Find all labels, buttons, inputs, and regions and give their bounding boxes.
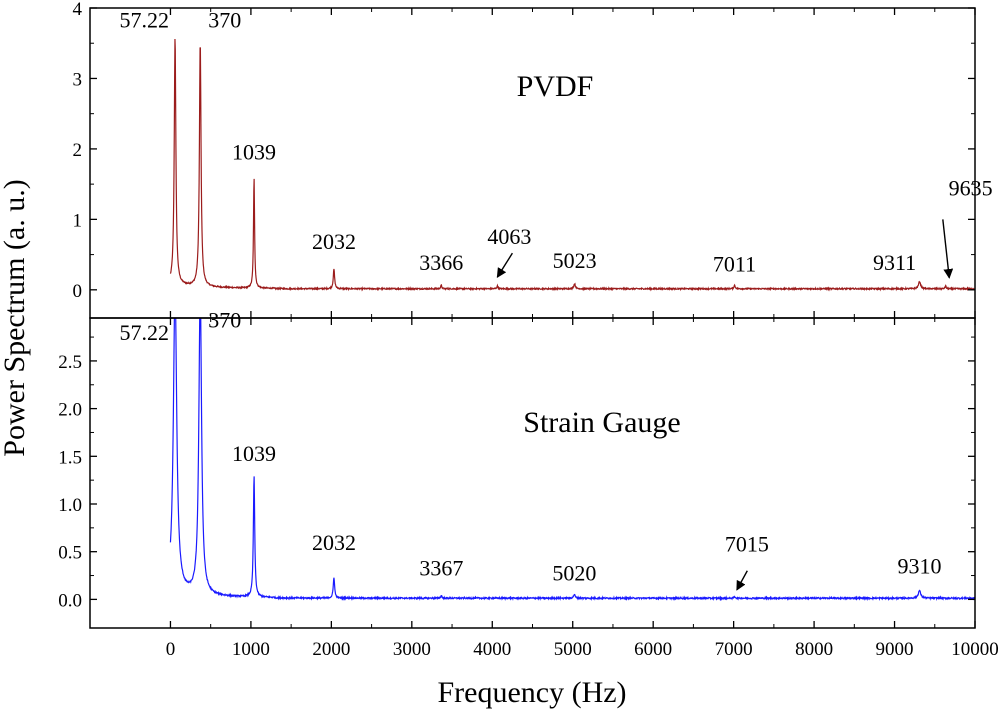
peak-label: 2032: [312, 229, 356, 254]
x-tick-label: 7000: [715, 639, 753, 660]
panel-title-pvdf: PVDF: [517, 70, 594, 103]
peak-label: 3367: [419, 556, 463, 581]
peak-label: 9310: [897, 554, 941, 579]
panel-frame: [89, 7, 976, 319]
x-tick-label: 10000: [951, 639, 999, 660]
peak-label: 5020: [552, 560, 596, 585]
peak-label: 2032: [312, 530, 356, 555]
x-tick-label: 0: [166, 639, 176, 660]
annotation-arrow: [736, 570, 748, 591]
y-axis-label: Power Spectrum (a. u.): [0, 179, 31, 456]
peak-label: 1039: [232, 139, 276, 164]
y-tick-label: 0: [73, 281, 83, 302]
peak-label: 9311: [873, 250, 916, 275]
x-tick-label: 4000: [473, 639, 511, 660]
peak-label: 7011: [713, 252, 756, 277]
series-line-pvdf: [169, 39, 975, 292]
peak-label: 57.22: [120, 320, 170, 345]
peak-label: 3366: [419, 250, 463, 275]
annotation-arrow: [942, 219, 954, 279]
x-tick-label: 6000: [634, 639, 672, 660]
y-tick-label: 1: [73, 210, 83, 231]
y-tick-label: 2: [73, 140, 83, 161]
x-tick-label: 3000: [393, 639, 431, 660]
x-tick-label: 2000: [312, 639, 350, 660]
panel-title-strain-gauge: Strain Gauge: [523, 406, 680, 439]
peak-label: 7015: [725, 532, 769, 557]
annotation-arrow: [496, 252, 513, 278]
peak-label: 5023: [553, 248, 597, 273]
x-tick-label: 9000: [876, 639, 914, 660]
plot-area: PVDF 57.22 370 1039 2032 3366 4063 5023 7011 9311…: [120, 8, 993, 602]
axes: 0 1 2 3 4 0.0 0.5 1.0 1.5 2.0 2.5 0 1000 2000 3000 4000…: [58, 0, 999, 660]
series-line-strain-gauge: [169, 318, 975, 602]
peak-label: 4063: [487, 224, 531, 249]
panel-frame: [89, 317, 976, 629]
y-tick-label: 3: [73, 69, 83, 90]
y-tick-label: 1.5: [58, 447, 82, 468]
peak-label: 370: [208, 8, 241, 33]
peak-label: 9635: [949, 175, 993, 200]
y-tick-label: 4: [73, 0, 83, 20]
y-tick-label: 0.0: [58, 590, 82, 611]
peak-label: 370: [208, 308, 241, 333]
peak-label: 57.22: [120, 8, 170, 33]
y-tick-label: 2.0: [58, 400, 82, 421]
y-tick-label: 2.5: [58, 352, 82, 373]
x-tick-label: 8000: [795, 639, 833, 660]
x-tick-label: 5000: [554, 639, 592, 660]
peak-label: 1039: [232, 441, 276, 466]
x-tick-label: 1000: [232, 639, 270, 660]
y-tick-label: 1.0: [58, 495, 82, 516]
y-tick-label: 0.5: [58, 543, 82, 564]
x-axis-label: Frequency (Hz): [437, 676, 626, 709]
